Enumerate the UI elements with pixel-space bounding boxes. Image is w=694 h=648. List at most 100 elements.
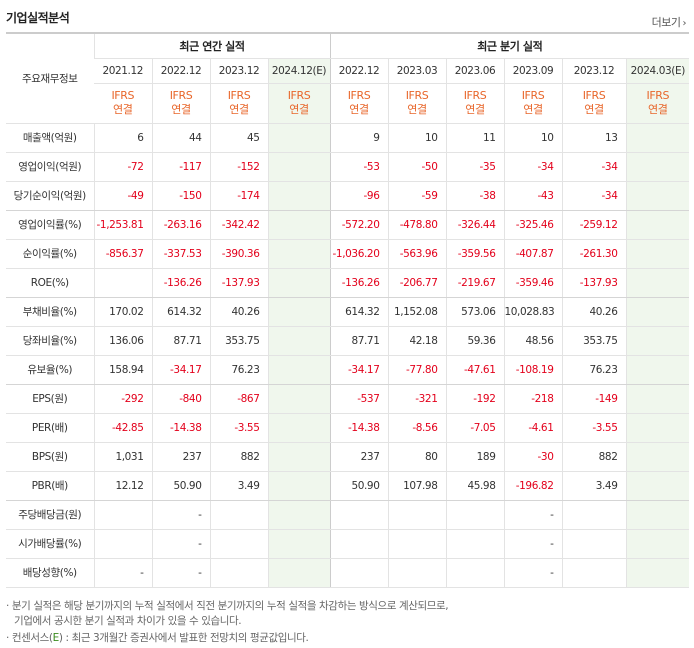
table-cell: -34 xyxy=(561,152,626,182)
table-cell: 1,152.08 xyxy=(387,297,446,327)
annual-ifrs-header: IFRS 연결 xyxy=(209,83,268,124)
table-cell xyxy=(267,442,330,472)
table-cell: 40.26 xyxy=(209,297,268,327)
table-cell: -53 xyxy=(329,152,388,182)
table-cell: -8.56 xyxy=(387,413,446,443)
annual-group-header: 최근 연간 실적 xyxy=(93,33,330,59)
table-cell: -96 xyxy=(329,181,388,211)
table-cell: 189 xyxy=(445,442,504,472)
table-cell: 237 xyxy=(151,442,210,472)
quarter-year-header: 2023.12 xyxy=(561,58,626,84)
table-cell: -14.38 xyxy=(329,413,388,443)
table-cell xyxy=(267,152,330,182)
table-cell xyxy=(625,471,690,501)
table-cell: 9 xyxy=(329,123,388,153)
ifrs-label: IFRS xyxy=(405,89,429,102)
table-cell: -136.26 xyxy=(151,268,210,298)
ifrs-label: IFRS xyxy=(111,89,135,102)
table-cell: 50.90 xyxy=(329,471,388,501)
table-cell: -196.82 xyxy=(503,471,562,501)
table-row: ROE(%) -136.26 -137.93 -136.26 -206.77 -219.6… xyxy=(6,268,690,298)
table-cell xyxy=(625,268,690,298)
table-cell: -3.55 xyxy=(561,413,626,443)
row-label: BPS(원) xyxy=(6,442,94,472)
row-label: 부채비율(%) xyxy=(6,297,94,327)
table-cell: 6 xyxy=(93,123,152,153)
table-cell: -136.26 xyxy=(329,268,388,298)
table-row: 유보율(%) 158.94 -34.17 76.23 -34.17 -77.80 -47.6… xyxy=(6,355,690,385)
table-cell: -72 xyxy=(93,152,152,182)
table-row: 영업이익(억원) -72 -117 -152 -53 -50 -35 -34 -34 xyxy=(6,152,690,182)
table-cell: 12.12 xyxy=(93,471,152,501)
row-label: 영업이익률(%) xyxy=(6,210,94,240)
note-consensus-e: E xyxy=(52,632,60,644)
table-cell: - xyxy=(503,529,562,559)
row-label: 순이익률(%) xyxy=(6,239,94,269)
ifrs-label: IFRS xyxy=(582,89,606,102)
table-cell: -407.87 xyxy=(503,239,562,269)
row-label-header: 주요재무정보 xyxy=(6,33,94,124)
consolidated-label: 연결 xyxy=(229,103,249,116)
table-cell xyxy=(387,529,446,559)
table-row: 부채비율(%) 170.02 614.32 40.26 614.32 1,152.08 57… xyxy=(6,297,690,327)
table-cell: -34.17 xyxy=(329,355,388,385)
section-title: 기업실적분석 xyxy=(6,11,70,25)
table-cell: -137.93 xyxy=(209,268,268,298)
table-cell xyxy=(267,558,330,588)
table-cell: -4.61 xyxy=(503,413,562,443)
table-cell xyxy=(93,268,152,298)
consolidated-label: 연결 xyxy=(523,103,543,116)
row-label: 당기순이익(억원) xyxy=(6,181,94,211)
table-cell xyxy=(93,500,152,530)
annual-year-header: 2021.12 xyxy=(94,58,152,84)
table-cell: 42.18 xyxy=(387,326,446,356)
table-cell: - xyxy=(151,529,210,559)
table-cell: 882 xyxy=(209,442,268,472)
more-link[interactable]: 더보기 › xyxy=(652,14,687,30)
annual-year-header: 2022.12 xyxy=(151,58,210,84)
table-cell: -30 xyxy=(503,442,562,472)
table-cell xyxy=(267,413,330,443)
table-cell: -42.85 xyxy=(93,413,152,443)
table-cell: -326.44 xyxy=(445,210,504,240)
table-cell: 353.75 xyxy=(209,326,268,356)
table-cell: -263.16 xyxy=(151,210,210,240)
table-cell: -49 xyxy=(93,181,152,211)
annual-ifrs-header: IFRS 연결 xyxy=(151,83,210,124)
consolidated-label: 연결 xyxy=(465,103,485,116)
table-cell xyxy=(445,500,504,530)
table-cell: -59 xyxy=(387,181,446,211)
table-cell xyxy=(625,181,690,211)
table-cell: 136.06 xyxy=(93,326,152,356)
table-cell: 40.26 xyxy=(561,297,626,327)
table-cell: -321 xyxy=(387,384,446,414)
note-consensus: · 컨센서스(E) : 최근 3개월간 증권사에서 발표한 전망치의 평균값입니… xyxy=(6,631,309,646)
quarter-ifrs-header: IFRS 연결 xyxy=(387,83,446,124)
table-cell: - xyxy=(151,558,210,588)
consolidated-label: 연결 xyxy=(407,103,427,116)
table-cell: -840 xyxy=(151,384,210,414)
table-cell: -572.20 xyxy=(329,210,388,240)
table-cell: 59.36 xyxy=(445,326,504,356)
row-label: PER(배) xyxy=(6,413,94,443)
table-cell: 10 xyxy=(387,123,446,153)
table-cell: - xyxy=(151,500,210,530)
table-cell xyxy=(561,500,626,530)
table-cell: -359.46 xyxy=(503,268,562,298)
chevron-right-icon: › xyxy=(682,18,687,29)
table-cell: -325.46 xyxy=(503,210,562,240)
table-row: 매출액(억원) 6 44 45 9 10 11 10 13 xyxy=(6,123,690,153)
table-cell: -1,036.20 xyxy=(329,239,388,269)
table-cell xyxy=(625,384,690,414)
quarter-group-header: 최근 분기 실적 xyxy=(329,33,690,59)
table-cell: 80 xyxy=(387,442,446,472)
table-cell xyxy=(625,413,690,443)
table-cell: -34 xyxy=(503,152,562,182)
quarter-year-header: 2022.12 xyxy=(329,58,388,84)
table-cell: 158.94 xyxy=(93,355,152,385)
quarter-ifrs-header: IFRS 연결 xyxy=(503,83,562,124)
table-cell xyxy=(625,297,690,327)
table-cell xyxy=(267,355,330,385)
table-cell: -150 xyxy=(151,181,210,211)
table-cell: -390.36 xyxy=(209,239,268,269)
